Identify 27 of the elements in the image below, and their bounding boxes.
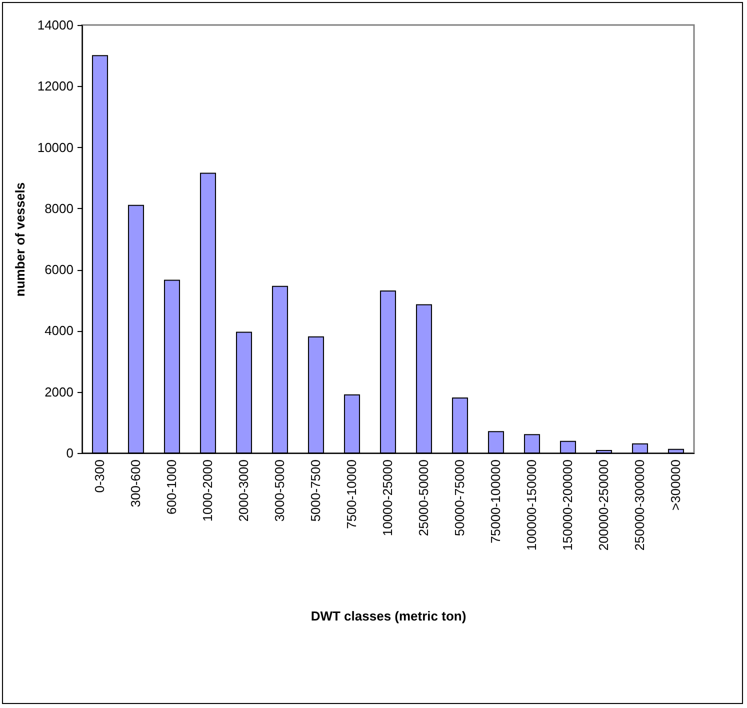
y-tick-label: 6000 — [44, 262, 74, 278]
y-tick-label: 0 — [66, 446, 74, 460]
x-tick-label: 7500-10000 — [344, 460, 359, 529]
x-tick-label: 5000-7500 — [308, 460, 323, 522]
y-tick-label: 8000 — [44, 200, 74, 216]
y-tick-label: 4000 — [44, 323, 74, 338]
y-tick-label: 14000 — [37, 18, 74, 32]
x-tick-label: 25000-50000 — [416, 460, 431, 536]
x-tick-label: 150000-200000 — [560, 460, 575, 551]
y-tick-label: 2000 — [44, 384, 74, 400]
x-tick-label: 1000-2000 — [200, 460, 215, 522]
x-tick-label: 250000-300000 — [632, 460, 647, 551]
x-tick-label: 300-600 — [128, 460, 143, 508]
y-axis-title: number of vessels — [12, 182, 28, 297]
y-tick-label: 10000 — [37, 140, 74, 155]
x-tick-label: 3000-5000 — [272, 460, 287, 522]
x-tick-label: 100000-150000 — [524, 460, 539, 551]
x-tick-label: >300000 — [668, 460, 683, 510]
x-tick-label: 50000-75000 — [452, 460, 467, 536]
x-axis-title: DWT classes (metric ton) — [310, 608, 466, 624]
x-tick-label: 200000-250000 — [596, 460, 611, 551]
x-tick-label: 0-300 — [92, 460, 107, 493]
x-tick-label: 2000-3000 — [236, 460, 251, 522]
x-tick-label: 10000-25000 — [380, 460, 395, 536]
x-tick-label: 75000-100000 — [488, 460, 503, 544]
y-tick-label: 12000 — [37, 78, 74, 94]
x-tick-label: 600-1000 — [164, 460, 179, 514]
